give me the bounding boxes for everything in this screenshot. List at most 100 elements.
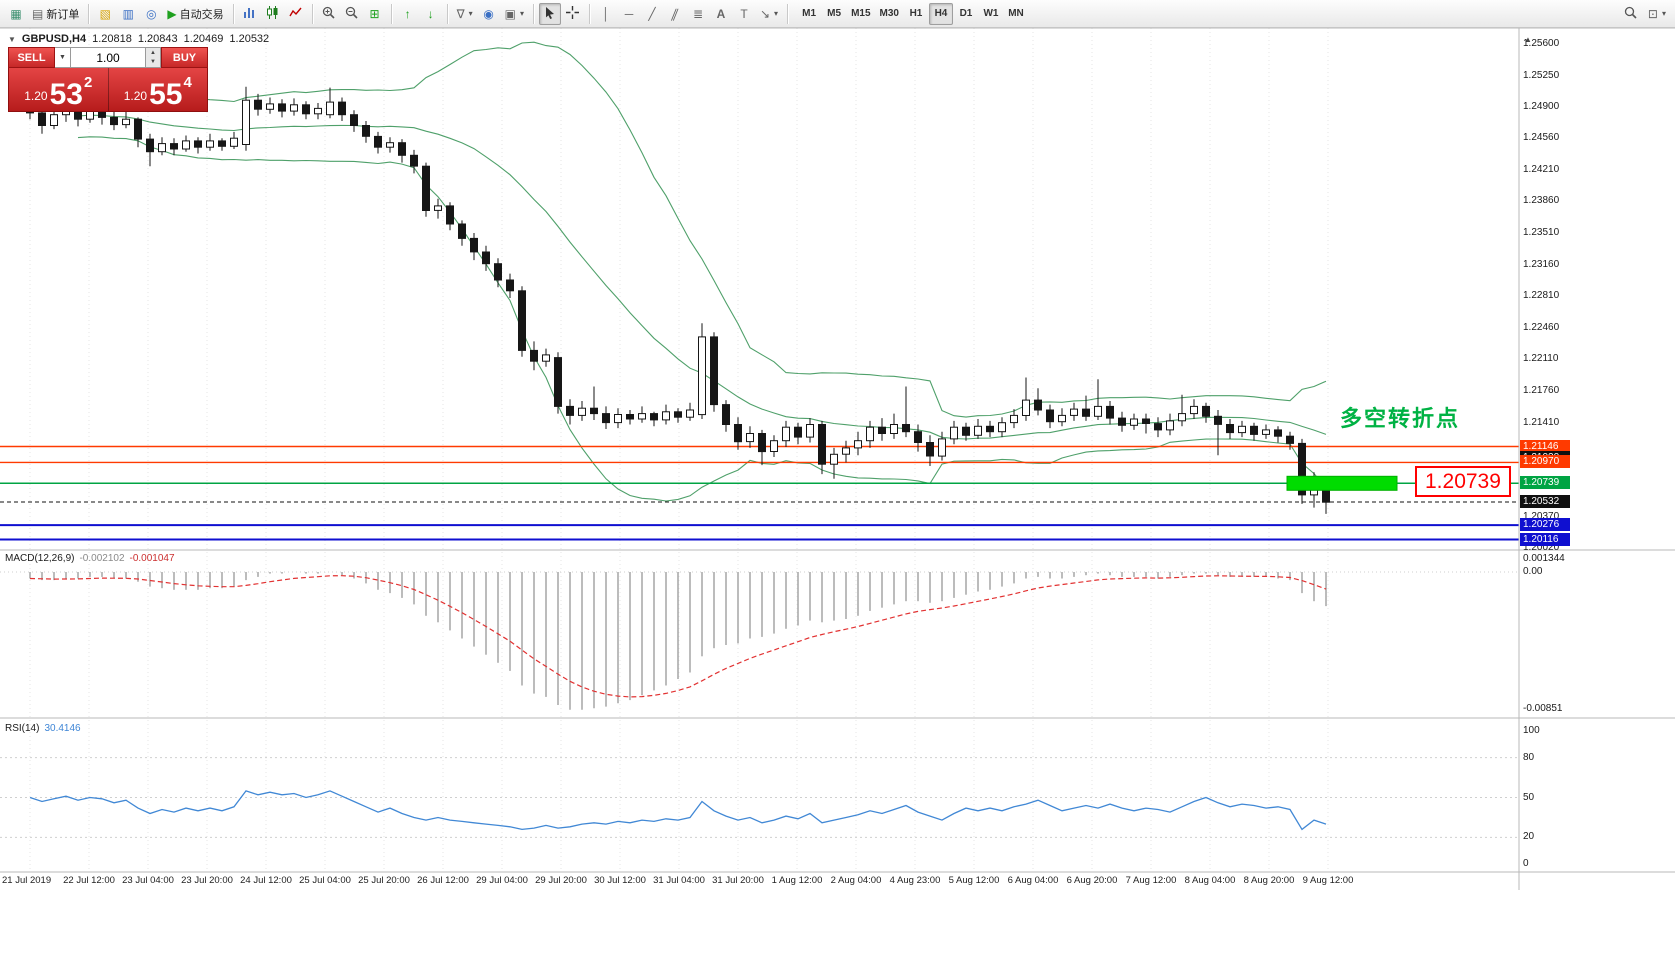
new-order-button[interactable]: ▤ 新订单	[28, 3, 83, 25]
chevron-down-icon: ▾	[774, 9, 779, 18]
price-line-label: 1.20276	[1520, 518, 1570, 531]
buy-price-prefix: 1.20	[123, 89, 148, 103]
crosshair-icon	[566, 6, 580, 21]
data-window-button[interactable]: ◎	[140, 3, 162, 25]
zoom-in-icon	[322, 6, 335, 21]
templates-icon: ▣	[504, 6, 516, 21]
volume-input[interactable]	[71, 47, 146, 68]
time-tick: 25 Jul 04:00	[299, 875, 351, 886]
toolbar-separator	[311, 3, 313, 24]
time-tick: 8 Aug 20:00	[1243, 875, 1295, 886]
toolbar: ▦ ▤ 新订单 ▧ ▥ ◎ ▶ 自动交易 ⊞ ↑ ↓ ∇ ▾ ◉ ▣ ▾ │ ─	[0, 0, 1675, 28]
text-tool-icon: A	[716, 6, 726, 21]
chevron-down-icon: ▼	[59, 54, 66, 61]
profiles-button[interactable]: ▧	[94, 3, 116, 25]
time-tick: 26 Jul 12:00	[417, 875, 469, 886]
templates-button[interactable]: ▣ ▾	[501, 3, 528, 25]
market-watch-button[interactable]: ▥	[117, 3, 139, 25]
panels-button[interactable]: ⊡ ▾	[1644, 3, 1670, 25]
zoom-out-icon	[345, 6, 358, 21]
symbols-button[interactable]: ◉	[478, 3, 500, 25]
price-line-label: 1.20970	[1520, 455, 1570, 468]
arrange-down-button[interactable]: ↓	[420, 3, 442, 25]
price-tick: 1.21410	[1523, 417, 1560, 428]
arrows-tool-button[interactable]: ↘ ▾	[756, 3, 782, 25]
time-tick: 2 Aug 04:00	[830, 875, 882, 886]
time-tick: 23 Jul 04:00	[122, 875, 174, 886]
fibonacci-tool-button[interactable]: ≣	[687, 3, 709, 25]
zoom-in-button[interactable]	[318, 3, 340, 25]
autotrading-icon: ▶	[167, 6, 177, 21]
toolbar-separator	[232, 3, 234, 24]
timeframe-M15[interactable]: M15	[851, 8, 871, 19]
toolbar-separator	[390, 3, 392, 24]
toolbar-separator	[588, 3, 590, 24]
timeframe-MN[interactable]: MN	[1008, 8, 1024, 19]
tile-windows-button[interactable]: ⊞	[364, 3, 386, 25]
new-chart-button[interactable]: ▦	[5, 3, 27, 25]
price-line-label: 1.20739	[1520, 476, 1570, 489]
sell-price-display[interactable]: 1.20 53 2	[9, 68, 109, 111]
chevron-down-icon: ▾	[519, 9, 524, 18]
new-order-label: 新订单	[46, 8, 80, 21]
bar-chart-button[interactable]	[239, 3, 261, 25]
tile-windows-icon: ⊞	[369, 6, 380, 21]
price-tick: 1.23160	[1523, 259, 1560, 270]
timeframe-D1[interactable]: D1	[959, 8, 973, 19]
indicators-funnel-icon: ∇	[456, 6, 465, 21]
price-tick: 1.22810	[1523, 290, 1560, 301]
horizontal-line-tool-button[interactable]: ─	[618, 3, 640, 25]
toolbar-separator	[446, 3, 448, 24]
buy-price-display[interactable]: 1.20 55 4	[109, 68, 208, 111]
timeframe-M5[interactable]: M5	[827, 8, 842, 19]
price-tick: 1.25600	[1523, 38, 1560, 49]
sell-button[interactable]: SELL	[8, 47, 55, 68]
macd-name: MACD(12,26,9)	[5, 553, 75, 564]
channel-tool-button[interactable]: ∥	[664, 3, 686, 25]
trendline-tool-button[interactable]: ╱	[641, 3, 663, 25]
time-tick: 22 Jul 12:00	[63, 875, 115, 886]
label-tool-button[interactable]: T	[733, 3, 755, 25]
indicators-button[interactable]: ∇ ▾	[453, 3, 477, 25]
sell-price-prefix: 1.20	[24, 89, 48, 103]
crosshair-tool-button[interactable]	[562, 3, 584, 25]
buy-button[interactable]: BUY	[161, 47, 208, 68]
rsi-scale-tick: 0	[1523, 858, 1529, 869]
time-tick: 9 Aug 12:00	[1302, 875, 1354, 886]
timeframe-M30[interactable]: M30	[879, 8, 899, 19]
stepper-down-icon: ▼	[150, 59, 156, 66]
timeframe-W1[interactable]: W1	[983, 8, 999, 19]
arrange-up-button[interactable]: ↑	[397, 3, 419, 25]
volume-dropdown[interactable]: ▼	[55, 47, 71, 68]
ohlc-open: 1.20818	[92, 33, 132, 45]
autotrading-label: 自动交易	[179, 8, 224, 21]
search-icon	[1624, 6, 1637, 21]
line-chart-button[interactable]	[285, 3, 307, 25]
time-tick: 21 Jul 2019	[2, 875, 52, 886]
price-line-label: 1.20532	[1520, 495, 1570, 508]
time-tick: 25 Jul 20:00	[358, 875, 410, 886]
rsi-scale-tick: 80	[1523, 752, 1535, 763]
panel-collapse-icon[interactable]: ▼	[8, 34, 16, 44]
timeframe-H4[interactable]: H4	[928, 2, 953, 25]
time-tick: 8 Aug 04:00	[1184, 875, 1236, 886]
autotrading-button[interactable]: ▶ 自动交易	[163, 3, 227, 25]
cursor-tool-button[interactable]	[538, 2, 561, 25]
text-tool-button[interactable]: A	[710, 3, 732, 25]
timeframe-M1[interactable]: M1	[802, 8, 817, 19]
toolbar-separator	[532, 3, 534, 24]
new-order-icon: ▤	[32, 6, 44, 21]
macd-scale-tick: -0.00851	[1523, 703, 1563, 714]
zoom-out-button[interactable]	[341, 3, 363, 25]
buy-price-sup: 4	[183, 74, 192, 91]
candlestick-chart-button[interactable]	[262, 3, 284, 25]
timeframe-H1[interactable]: H1	[909, 8, 923, 19]
arrow-tool-icon: ↘	[759, 6, 771, 21]
volume-stepper[interactable]: ▲ ▼	[146, 47, 161, 68]
vertical-line-tool-button[interactable]: │	[595, 3, 617, 25]
price-tick: 1.20020	[1523, 542, 1560, 553]
search-button[interactable]	[1620, 3, 1642, 25]
price-tick: 1.23510	[1523, 227, 1560, 238]
symbols-icon: ◉	[483, 6, 494, 21]
